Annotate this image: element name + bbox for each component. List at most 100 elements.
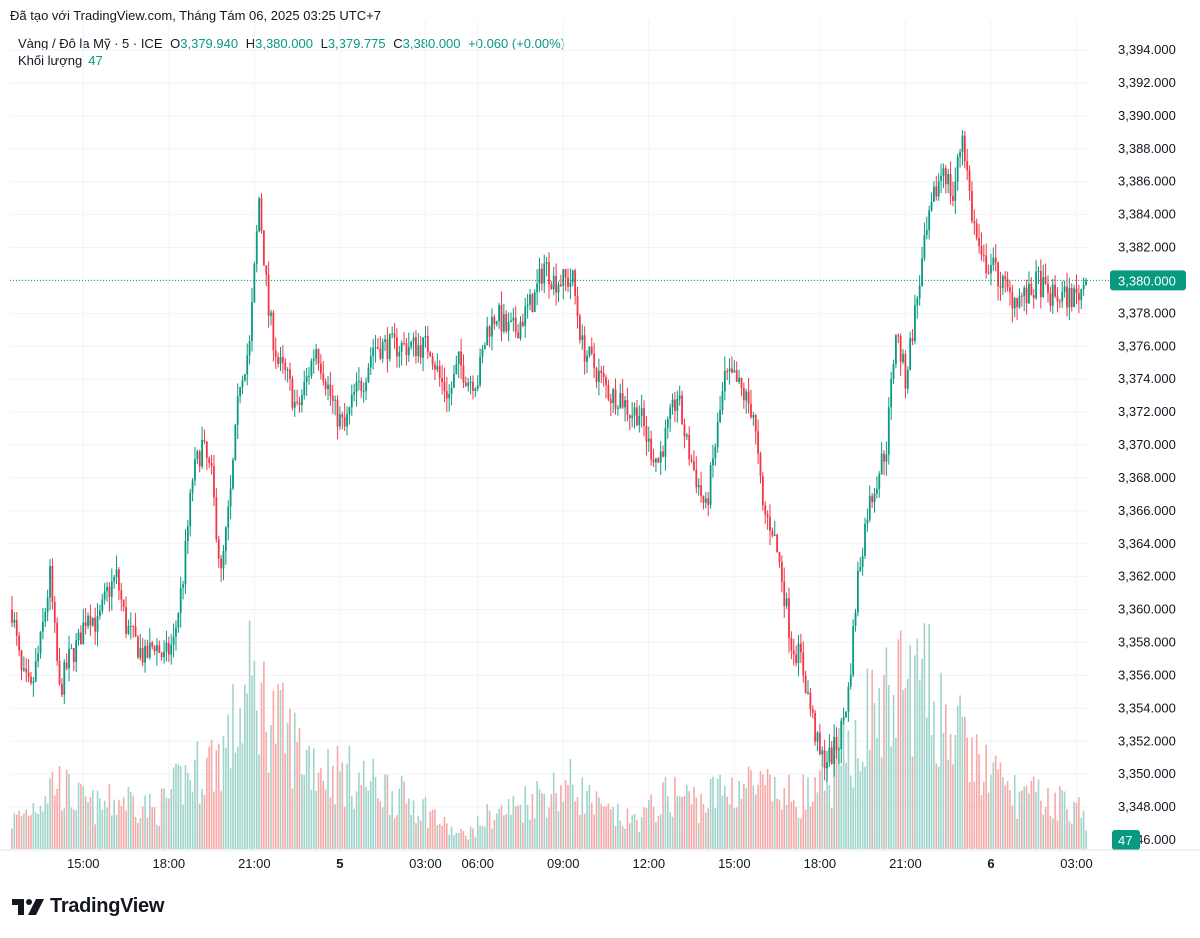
candle xyxy=(483,342,486,350)
candle xyxy=(25,658,28,683)
volume-bar xyxy=(992,762,995,849)
volume-bar xyxy=(61,810,63,849)
volume-bar xyxy=(491,828,493,849)
volume-bar xyxy=(317,772,320,849)
candle xyxy=(398,345,401,368)
candle xyxy=(982,244,985,263)
price-axis[interactable]: 3,394.000 3,392.000 3,390.000 3,388.000 3,38… xyxy=(1110,42,1186,850)
volume-bar xyxy=(866,668,869,849)
candle xyxy=(671,393,674,415)
candle xyxy=(707,491,710,517)
volume-bar xyxy=(474,836,477,849)
volume-label[interactable]: Khối lượng xyxy=(18,53,83,68)
candle xyxy=(536,269,539,306)
volume-bar xyxy=(189,779,192,849)
volume-bar xyxy=(260,682,263,849)
y-tick-label: 3,354.000 xyxy=(1118,700,1176,715)
volume-bar xyxy=(647,800,650,849)
volume-bar xyxy=(904,687,907,849)
candle xyxy=(935,175,938,201)
candle xyxy=(612,387,615,414)
candle xyxy=(158,640,161,654)
volume-value: 47 xyxy=(88,53,103,68)
volume-bar xyxy=(1080,817,1083,849)
volume-bar xyxy=(486,804,489,849)
volume-bar xyxy=(552,772,555,849)
volume-bar xyxy=(120,806,123,849)
volume-bar xyxy=(545,817,548,849)
x-tick-label: 09:00 xyxy=(547,856,580,871)
volume-bar xyxy=(149,793,151,849)
candle xyxy=(422,337,424,372)
volume-bar xyxy=(336,745,339,849)
volume-bar xyxy=(873,703,876,849)
candle xyxy=(700,471,702,503)
candle xyxy=(944,164,947,194)
candle xyxy=(1073,284,1076,308)
candle xyxy=(835,727,838,759)
candle xyxy=(521,313,524,328)
candle xyxy=(847,682,850,722)
candle xyxy=(747,377,750,414)
candle xyxy=(643,400,645,437)
volume-bar xyxy=(1009,790,1011,849)
volume-bar xyxy=(346,763,348,849)
symbol-label[interactable]: Vàng / Đô la Mỹ · 5 · ICE xyxy=(18,36,163,51)
volume-bar xyxy=(678,796,681,849)
volume-bar xyxy=(997,769,999,849)
volume-bar xyxy=(664,776,667,849)
candle xyxy=(424,326,427,348)
volume-bar xyxy=(926,717,928,849)
candle xyxy=(355,372,358,407)
candle xyxy=(448,384,451,412)
candle xyxy=(545,257,548,277)
volume-bar xyxy=(797,817,800,849)
volume-bar xyxy=(652,806,655,849)
candle xyxy=(189,488,192,537)
candle xyxy=(885,441,888,476)
volume-bar xyxy=(567,785,569,849)
volume-bar xyxy=(845,762,847,849)
candle xyxy=(1035,259,1038,300)
volume-bar xyxy=(607,803,610,849)
candle xyxy=(481,344,484,364)
candles xyxy=(11,130,1087,783)
last-volume-tag: 47 xyxy=(1112,830,1140,850)
volume-bar xyxy=(707,808,709,849)
volume-bar xyxy=(909,645,911,849)
candle xyxy=(590,337,593,356)
candle xyxy=(1011,284,1014,323)
volume-bar xyxy=(560,784,562,849)
candle xyxy=(224,525,227,565)
low-label: L xyxy=(320,36,328,51)
x-tick-label: 06:00 xyxy=(461,856,494,871)
volume-bar xyxy=(23,813,25,849)
candle xyxy=(992,247,995,271)
candle xyxy=(289,362,291,391)
candle xyxy=(170,634,173,665)
candle xyxy=(538,257,541,292)
volume-bar xyxy=(153,807,156,849)
volume-bar xyxy=(25,809,28,849)
volume-bar xyxy=(579,814,581,849)
candle xyxy=(312,349,315,374)
candle xyxy=(757,419,759,464)
candle xyxy=(837,747,840,765)
candle xyxy=(486,316,489,346)
volume-bar xyxy=(512,796,515,849)
volume-bar xyxy=(640,817,643,849)
candle xyxy=(331,384,334,414)
candle xyxy=(243,373,246,382)
volume-bar xyxy=(144,795,146,849)
candle xyxy=(702,495,705,510)
volume-bar xyxy=(671,816,674,849)
volume-bar xyxy=(13,813,16,849)
time-axis[interactable]: 15:00 18:00 21:00 5 03:00 06:00 09:00 12:00 15:0… xyxy=(0,849,1200,871)
candle xyxy=(576,286,579,329)
candle xyxy=(227,500,230,541)
high-label: H xyxy=(245,36,256,51)
tradingview-logo[interactable]: TradingView xyxy=(12,895,164,918)
y-tick-label: 3,362.000 xyxy=(1118,569,1176,584)
candle xyxy=(1080,288,1083,310)
price-chart[interactable]: 3,394.000 3,392.000 3,390.000 3,388.000 3,38… xyxy=(0,0,1200,890)
